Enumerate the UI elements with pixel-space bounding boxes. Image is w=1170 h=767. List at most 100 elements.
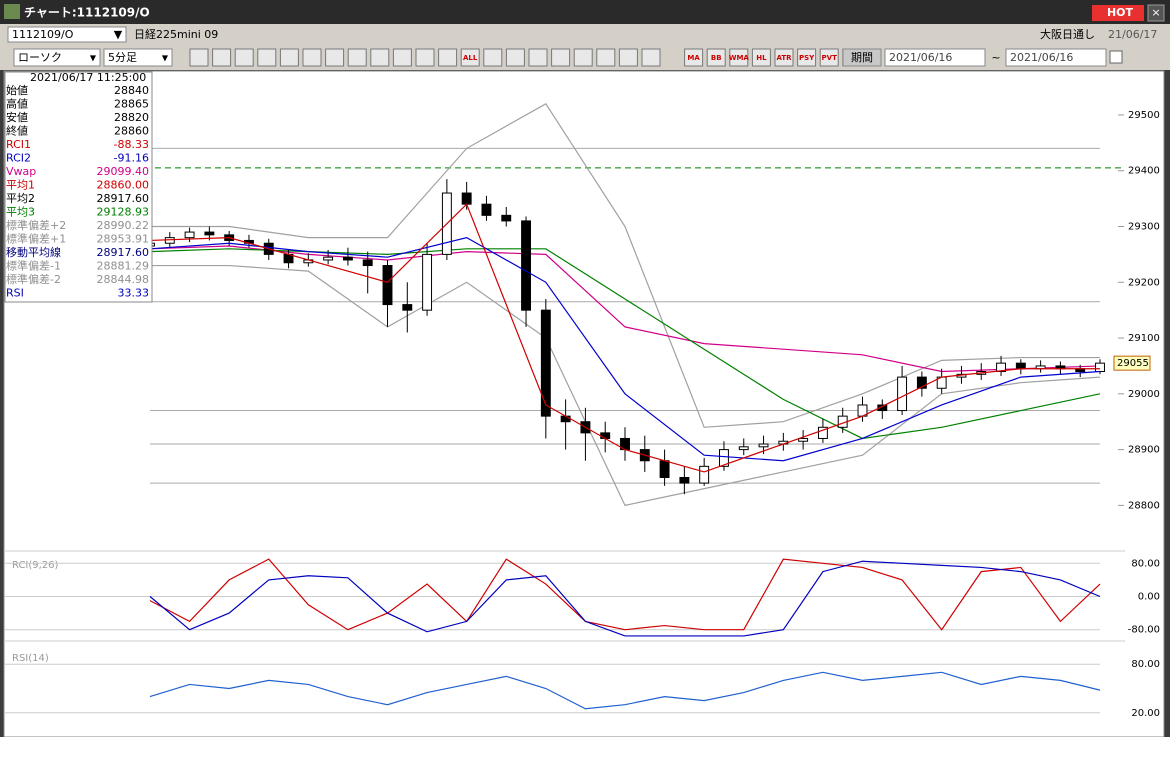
period-button[interactable]	[842, 48, 882, 67]
tool-icon[interactable]	[641, 48, 661, 67]
tool-icon[interactable]	[347, 48, 367, 67]
dropdown-arrow: ▼	[90, 54, 97, 63]
info-value: -88.33	[114, 138, 149, 151]
y-tick-label: 0.00	[1138, 592, 1160, 603]
candle-body	[1015, 362, 1026, 370]
tool-icon-label: ALL	[463, 54, 478, 62]
tool-icon[interactable]	[438, 48, 458, 67]
tool-icon[interactable]	[797, 48, 817, 67]
hot-button[interactable]	[1092, 5, 1144, 21]
window-title: チャート:1112109/O	[24, 6, 150, 20]
y-tick-label: 29500	[1128, 110, 1160, 121]
candle-body	[362, 259, 373, 267]
interval-select[interactable]	[103, 48, 173, 67]
tool-icon-label: HL	[756, 54, 767, 62]
chart-area	[3, 70, 1165, 738]
info-value: 28865	[114, 98, 149, 111]
period: 期間	[851, 51, 873, 64]
candle-body	[521, 220, 531, 311]
tool-icon[interactable]	[618, 48, 638, 67]
indicator-line	[150, 102, 1100, 428]
symbol: 1112109/O	[12, 28, 74, 41]
tool-icon[interactable]	[257, 48, 277, 67]
candle-body	[501, 214, 512, 222]
candle-body	[996, 362, 1006, 373]
tool-icon[interactable]	[325, 48, 345, 67]
tool-icon[interactable]	[596, 48, 616, 67]
indicator-line	[149, 203, 1100, 473]
tool-icon[interactable]	[729, 48, 749, 67]
candle-body	[817, 426, 828, 439]
info-value: 28860.00	[97, 179, 150, 192]
tool-icon[interactable]	[234, 48, 254, 67]
to-date[interactable]	[1005, 48, 1107, 67]
candle-body	[798, 437, 809, 442]
tool-icon[interactable]	[415, 48, 435, 67]
y-tick-label: 29400	[1128, 166, 1160, 177]
tool-icon[interactable]	[706, 48, 726, 67]
tool-icon[interactable]	[774, 48, 794, 67]
info-label: 平均1	[6, 179, 35, 192]
tool-icon[interactable]	[684, 48, 704, 67]
symbol-select[interactable]	[7, 26, 127, 43]
y-tick-label: 28900	[1128, 445, 1160, 456]
x-axis-strip	[0, 737, 1170, 767]
candle-body	[540, 309, 551, 417]
info-value: -91.16	[114, 152, 149, 165]
info-label: 安値	[6, 110, 28, 124]
candle-body	[877, 404, 888, 412]
y-tick-label: 80.00	[1131, 558, 1160, 569]
info-label: 標準偏差-2	[6, 272, 61, 286]
tool-icon[interactable]	[392, 48, 412, 67]
from-date-text: 2021/06/16	[889, 51, 952, 64]
tool-icon[interactable]	[505, 48, 525, 67]
info-value: 33.33	[118, 287, 150, 300]
info-panel	[4, 71, 153, 303]
tool-icon[interactable]	[302, 48, 322, 67]
hot-label[interactable]: HOT	[1107, 6, 1134, 19]
candle-body	[738, 446, 749, 451]
candle-body	[659, 460, 670, 478]
candle-body	[1095, 362, 1105, 373]
tool-icon[interactable]	[483, 48, 503, 67]
info-label: 移動平均線	[6, 245, 61, 259]
tool-icon[interactable]	[279, 48, 299, 67]
close-icon[interactable]: ×	[1151, 6, 1160, 19]
toolbar-icons: ALLMABBWMAHLATRPSYPVTLog	[189, 48, 862, 67]
indicator-line	[149, 237, 1101, 462]
indicator-line	[149, 671, 1101, 710]
candle-body	[897, 376, 908, 412]
info-label: 標準偏差+2	[6, 218, 66, 232]
info-value: 28953.91	[97, 233, 150, 246]
info-label: Vwap	[6, 165, 36, 178]
tool-icon[interactable]	[573, 48, 593, 67]
tool-icon[interactable]	[751, 48, 771, 67]
tool-icon-label: PSY	[799, 54, 815, 62]
last-price: 29055	[1117, 358, 1149, 369]
close-button[interactable]	[1147, 4, 1165, 22]
candle-body	[461, 192, 472, 205]
y-tick-label: 28800	[1128, 500, 1160, 511]
tool-icon[interactable]	[819, 48, 839, 67]
candle-body	[481, 203, 492, 216]
info-rows: 始値 28840 高値 28865 安値 28820 終値 28860 RCI1 -88.33 RC…	[6, 83, 149, 300]
info-label: RSI	[6, 287, 24, 300]
tool-icon[interactable]	[189, 48, 209, 67]
tool-icon[interactable]	[460, 48, 480, 67]
info-label: 標準偏差+1	[6, 232, 66, 246]
tool-icon[interactable]	[370, 48, 390, 67]
checkbox[interactable]	[1109, 50, 1123, 64]
candle-body	[600, 432, 611, 439]
y-tick-label: -80.00	[1128, 625, 1160, 636]
dropdown-arrow: ▼	[162, 54, 169, 63]
info-label: 終値	[6, 124, 28, 138]
dropdown-arrow: ▼	[114, 28, 123, 41]
tool-icon[interactable]	[551, 48, 571, 67]
indicator-line	[149, 558, 1101, 631]
tool-icon[interactable]	[212, 48, 232, 67]
tool-icon[interactable]	[528, 48, 548, 67]
candle-body	[916, 376, 927, 389]
chart-type-select[interactable]	[13, 48, 101, 67]
from-date[interactable]	[884, 48, 986, 67]
title-bar	[0, 0, 1170, 24]
